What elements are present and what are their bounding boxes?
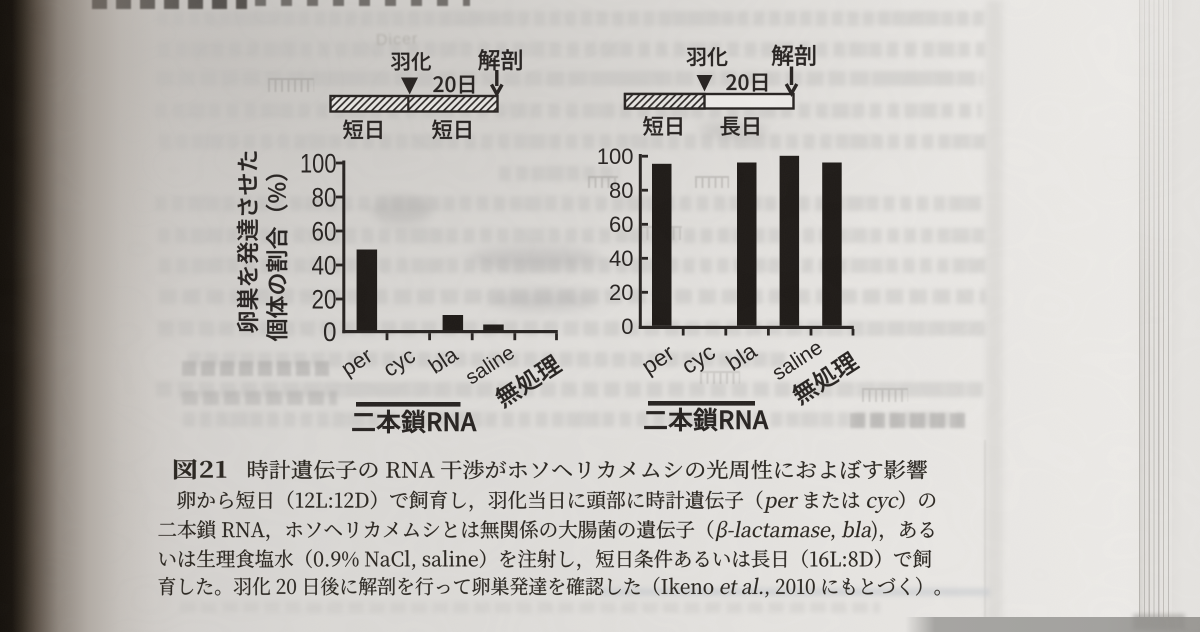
svg-text:per: per: [336, 343, 376, 381]
svg-text:0: 0: [621, 314, 633, 339]
svg-text:cyc: cyc: [378, 343, 419, 382]
svg-text:saline: saline: [461, 341, 518, 389]
svg-text:60: 60: [609, 212, 633, 237]
svg-text:bla: bla: [424, 341, 463, 378]
svg-text:100: 100: [300, 148, 337, 178]
svg-text:40: 40: [609, 246, 633, 271]
svg-text:bla: bla: [721, 337, 761, 376]
svg-text:20: 20: [312, 284, 337, 314]
svg-text:100: 100: [597, 144, 634, 169]
svg-text:60: 60: [312, 216, 337, 246]
svg-text:per: per: [637, 339, 679, 379]
svg-text:80: 80: [609, 178, 633, 203]
svg-text:80: 80: [312, 182, 337, 212]
svg-text:20: 20: [609, 280, 633, 305]
svg-text:cyc: cyc: [677, 338, 720, 379]
svg-text:saline: saline: [768, 336, 827, 385]
svg-text:0: 0: [323, 317, 337, 347]
svg-text:40: 40: [312, 250, 337, 280]
